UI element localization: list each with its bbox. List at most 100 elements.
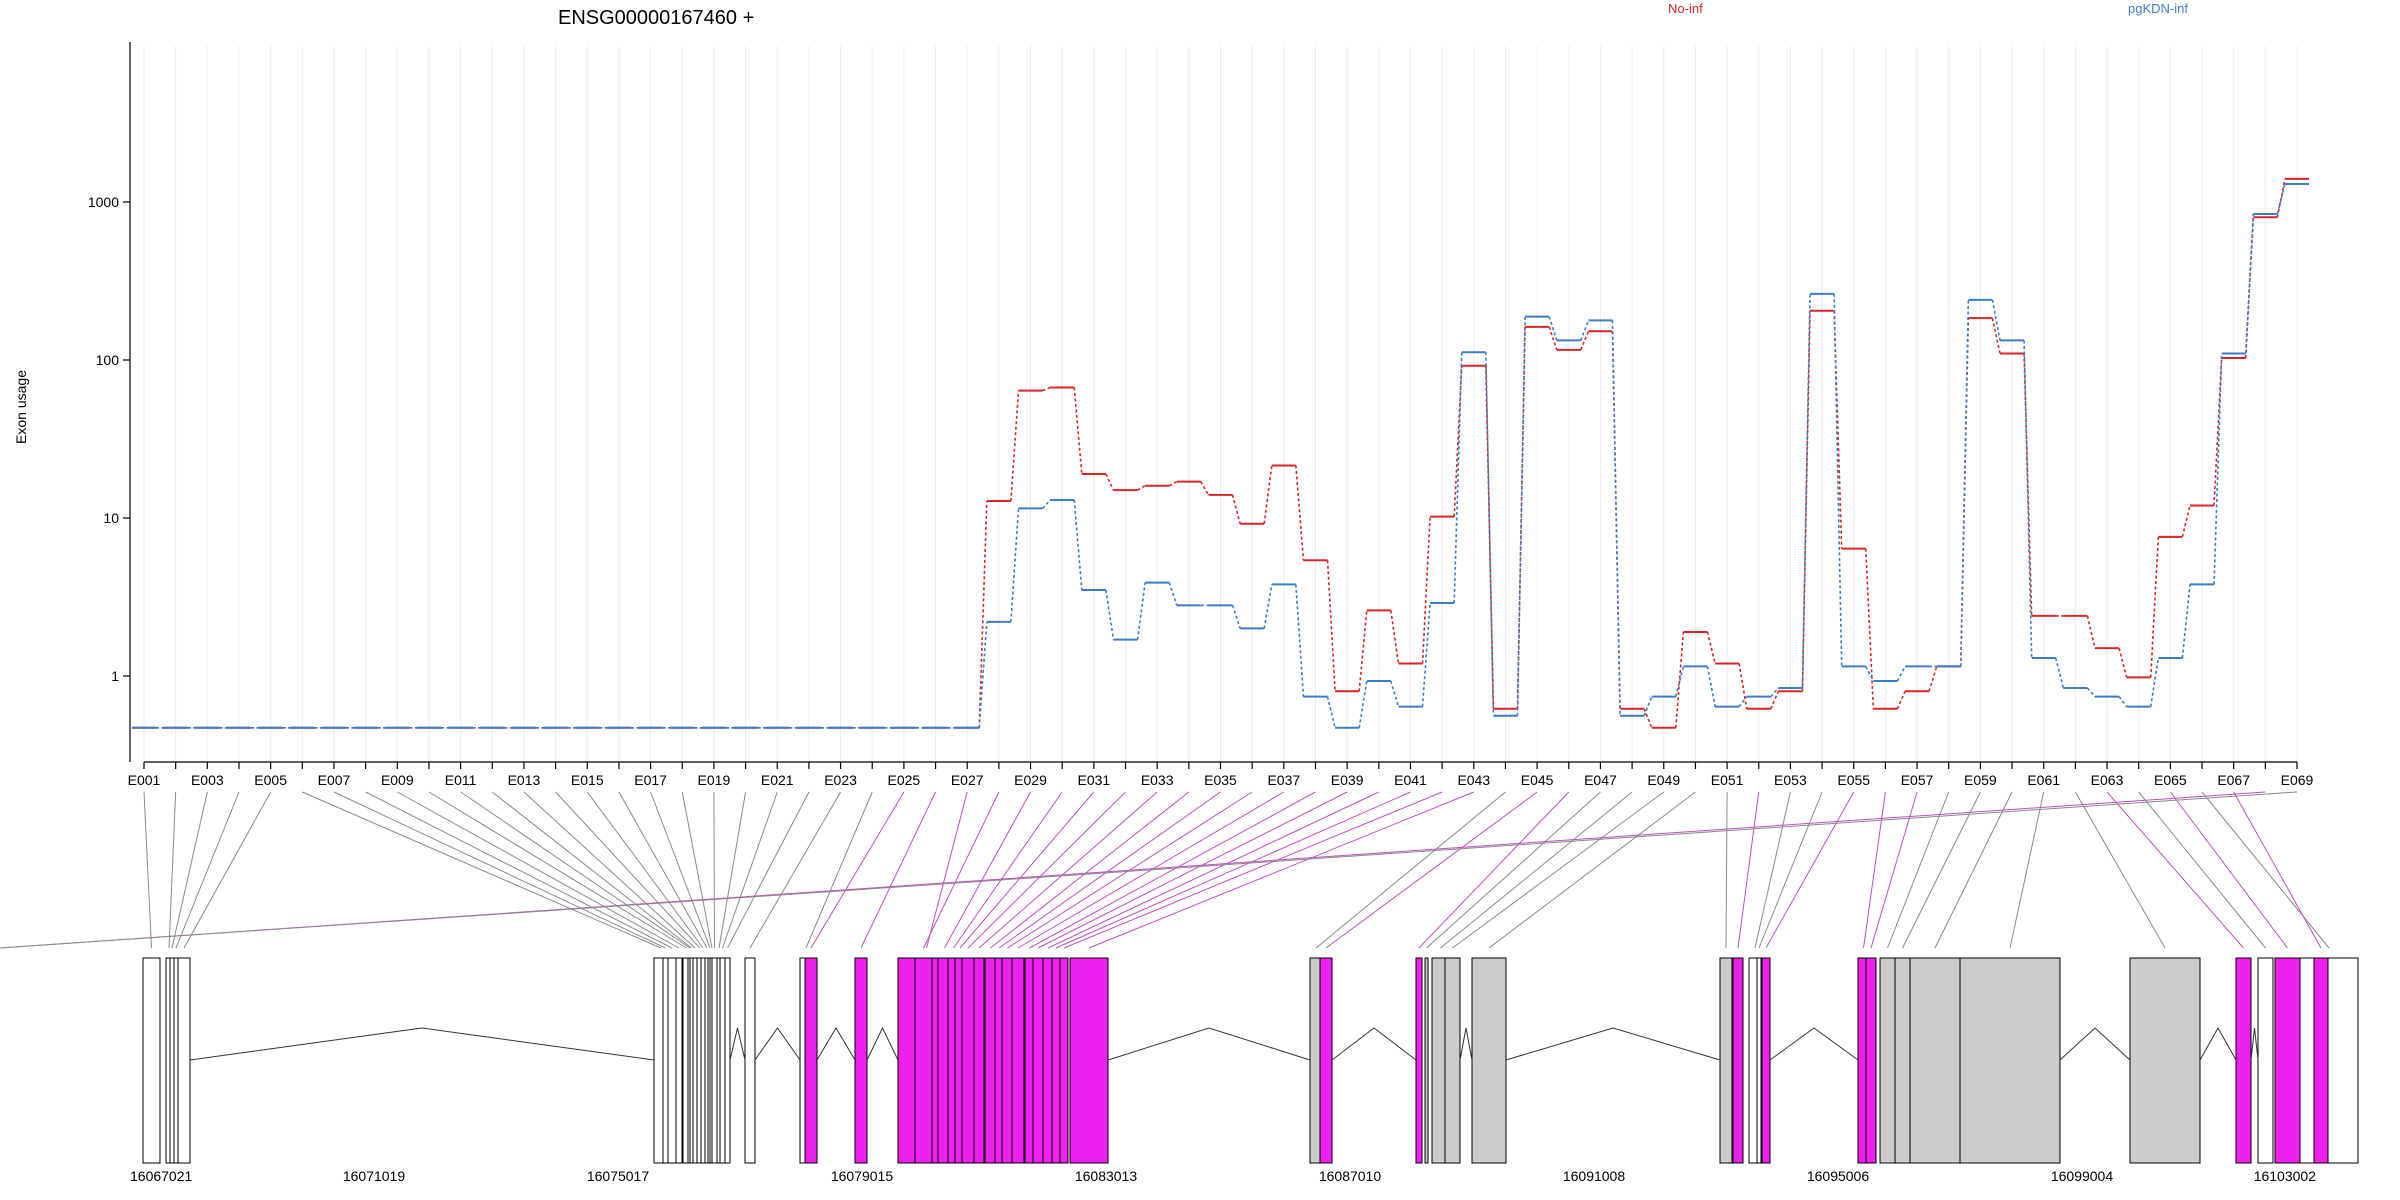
- series-connector: [1421, 602, 1431, 707]
- gene-exon: [1444, 957, 1461, 1164]
- exon-connector: [860, 791, 936, 949]
- gene-exon: [700, 957, 706, 1164]
- exon-connector: [302, 791, 662, 949]
- exon-connector: [967, 791, 1126, 949]
- series-connector: [1801, 310, 1811, 692]
- intron-chevron: [2250, 1027, 2259, 1061]
- exon-connector: [1063, 791, 1443, 949]
- x-tick-label: E033: [1141, 772, 1174, 788]
- x-tick-label: E067: [2217, 772, 2250, 788]
- series-connector: [1896, 666, 1906, 682]
- series-connector: [2213, 357, 2223, 506]
- gene-exon: [1879, 957, 1896, 1164]
- x-tick-label: E039: [1331, 772, 1364, 788]
- x-tick-label: E013: [508, 772, 541, 788]
- x-tick-label: E021: [761, 772, 794, 788]
- gene-model: [142, 957, 2359, 1164]
- gene-exon: [667, 957, 677, 1164]
- exon-connector: [681, 791, 713, 949]
- exon-connector: [1029, 791, 1316, 949]
- x-tick-label: E001: [128, 772, 161, 788]
- series-connector: [1073, 499, 1083, 591]
- exon-connector: [990, 791, 1190, 949]
- exon-connector: [586, 791, 704, 949]
- x-tick-label: E069: [2281, 772, 2314, 788]
- exon-connector: [428, 791, 687, 949]
- series-connector: [1105, 473, 1115, 491]
- intron-chevron: [2199, 1026, 2237, 1061]
- exon-connector: [460, 791, 691, 949]
- gene-exon: [961, 957, 975, 1164]
- gene-exon: [177, 957, 191, 1164]
- intron-chevron: [189, 1027, 655, 1061]
- exon-connector: [1902, 791, 1981, 949]
- intron-chevron: [1505, 1027, 1721, 1061]
- series-connector: [1928, 666, 1938, 692]
- exon-connector: [523, 791, 696, 949]
- exon-connector: [2074, 791, 2166, 949]
- exon-connector: [2169, 791, 2288, 949]
- gene-exon: [744, 957, 756, 1164]
- exon-connector: [722, 791, 778, 949]
- series-connector: [1042, 386, 1051, 392]
- intron-chevron: [866, 1026, 899, 1061]
- x-tick-label: E017: [634, 772, 667, 788]
- exon-connector: [2009, 791, 2045, 949]
- x-tick-label: E045: [1521, 772, 1554, 788]
- series-pgKDN-inf: [131, 182, 2310, 729]
- x-tick-label: E025: [888, 772, 921, 788]
- intron-chevron: [2059, 1027, 2131, 1061]
- x-tick-label: E011: [445, 772, 477, 788]
- series-connector: [978, 621, 988, 728]
- gene-exon: [2129, 957, 2201, 1164]
- gene-exon: [1471, 957, 1507, 1164]
- series-connector: [1643, 708, 1653, 729]
- gene-exon: [692, 957, 698, 1164]
- legend-label-pgkdn-inf: pgKDN-inf: [2128, 1, 2188, 16]
- x-tick-label: E015: [571, 772, 604, 788]
- exon-connector: [168, 791, 177, 949]
- x-tick-label: E023: [824, 772, 857, 788]
- exon-connector: [1418, 791, 1570, 949]
- gene-exon: [1011, 957, 1025, 1164]
- exon-connector: [1047, 791, 1380, 949]
- exon-connector: [618, 791, 708, 949]
- exon-connector: [727, 791, 810, 949]
- exon-connector: [555, 791, 701, 949]
- x-tick-label: E035: [1204, 772, 1237, 788]
- series-connector: [2118, 696, 2128, 708]
- gene-exon: [142, 957, 161, 1164]
- exon-connector: [1887, 791, 1950, 949]
- gene-exon: [173, 957, 179, 1164]
- series-connector: [2149, 657, 2160, 707]
- series-connector: [2086, 615, 2096, 649]
- exon-connector: [749, 791, 841, 949]
- coordinate-label: 16095006: [1807, 1168, 1870, 1184]
- series-connector: [1738, 663, 1748, 709]
- gene-exon: [1032, 957, 1044, 1164]
- series-connector: [2181, 584, 2191, 659]
- grid-lines: [143, 46, 2298, 762]
- gene-exon: [1424, 957, 1429, 1164]
- gene-exon: [2257, 957, 2274, 1164]
- exon-connector: [365, 791, 673, 949]
- exon-connector: [713, 791, 715, 949]
- gene-exon: [914, 957, 933, 1164]
- exon-connector: [175, 791, 240, 949]
- gene-exon: [2313, 957, 2329, 1164]
- x-tick-label: E027: [951, 772, 984, 788]
- series-connector: [1548, 316, 1558, 341]
- gene-exon: [1059, 957, 1069, 1164]
- series-connector: [1168, 582, 1178, 606]
- chart-title: ENSG00000167460 +: [558, 7, 754, 29]
- intron-chevron: [754, 1027, 801, 1061]
- exon-connector: [171, 791, 208, 949]
- exon-connector: [959, 791, 1095, 949]
- exon-connector: [1758, 791, 1823, 949]
- series-connector: [1390, 680, 1400, 707]
- x-tick-label: E057: [1901, 772, 1934, 788]
- series-connector: [1453, 352, 1463, 603]
- gene-exon: [1732, 957, 1744, 1164]
- series-connector: [1580, 320, 1590, 341]
- exon-connector: [1315, 791, 1506, 949]
